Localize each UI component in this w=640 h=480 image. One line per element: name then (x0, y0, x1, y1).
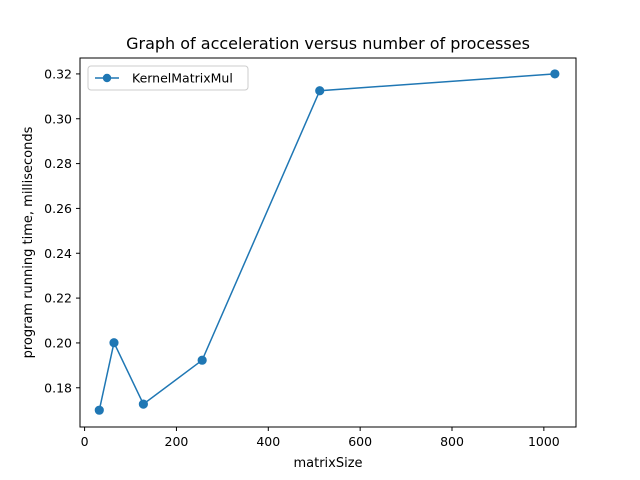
data-point (94, 405, 104, 415)
series-line (98, 73, 555, 411)
x-tick-label: 0 (81, 434, 89, 449)
data-point (550, 69, 560, 79)
x-tick-label: 800 (440, 434, 464, 449)
y-tick-label: 0.18 (44, 380, 72, 395)
legend-label: KernelMatrixMul (132, 71, 233, 86)
plot-area (94, 69, 560, 415)
data-point (138, 399, 148, 409)
x-axis-label: matrixSize (293, 456, 362, 471)
y-tick-label: 0.20 (44, 335, 72, 350)
data-point (315, 86, 325, 96)
data-point (197, 355, 207, 365)
y-tick-label: 0.32 (44, 66, 72, 81)
y-axis-label: program running time, milliseconds (21, 126, 36, 358)
y-tick-label: 0.30 (44, 111, 72, 126)
x-tick-label: 1000 (528, 434, 560, 449)
legend-marker (102, 73, 112, 83)
y-tick-label: 0.24 (44, 246, 72, 261)
x-tick-label: 600 (348, 434, 372, 449)
y-axis: 0.18 0.20 0.22 0.24 0.26 0.28 0.30 0.32 (44, 66, 80, 395)
x-tick-label: 200 (165, 434, 189, 449)
legend-box (87, 65, 249, 91)
x-tick-label: 400 (256, 434, 280, 449)
y-tick-label: 0.22 (44, 291, 72, 306)
x-axis: 0 200 400 600 800 1000 (81, 427, 560, 449)
y-tick-label: 0.28 (44, 156, 72, 171)
plot-frame (79, 57, 577, 428)
y-tick-label: 0.26 (44, 201, 72, 216)
legend: KernelMatrixMul (87, 65, 249, 91)
chart-title: Graph of acceleration versus number of p… (126, 34, 530, 53)
data-point (109, 338, 119, 348)
